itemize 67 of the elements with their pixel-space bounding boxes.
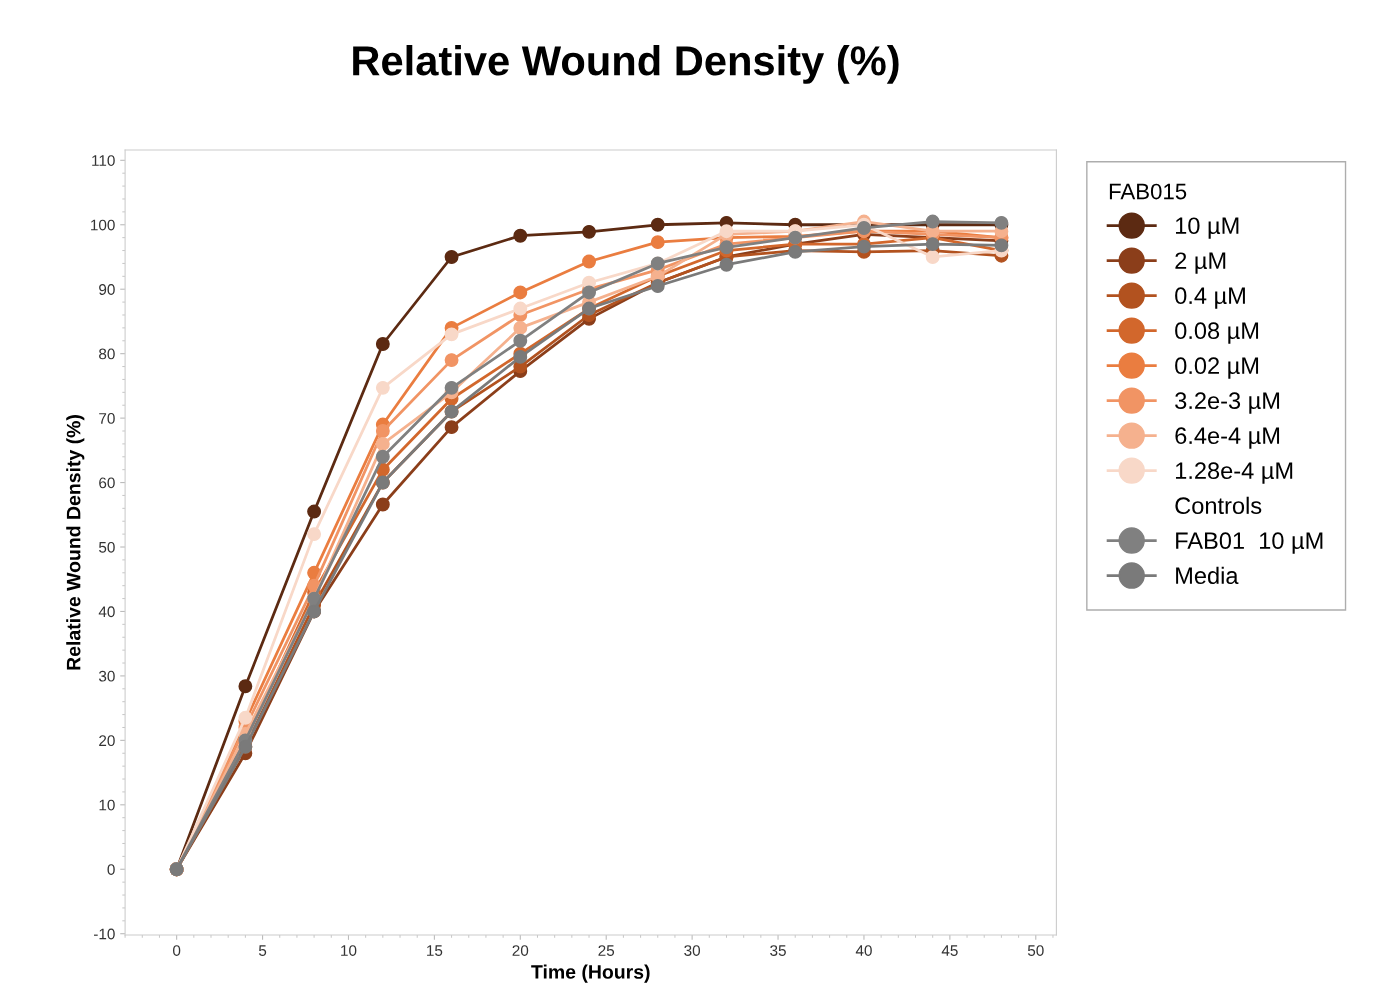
- point: [444, 353, 459, 368]
- point: [375, 380, 390, 395]
- y-tick-label: 10: [99, 799, 115, 811]
- point: [513, 285, 528, 300]
- x-tick-label: 10: [341, 945, 357, 956]
- legend-label: 0.4 µM: [1175, 287, 1245, 309]
- point: [375, 337, 390, 351]
- point: [650, 217, 665, 232]
- chart-title: Relative Wound Density (%): [353, 45, 899, 84]
- legend-label: 2 µM: [1175, 252, 1226, 274]
- legend-label: 10 µM: [1175, 217, 1239, 239]
- legend-label: Media: [1176, 566, 1239, 585]
- point: [375, 497, 390, 512]
- y-tick-label: 70: [99, 412, 115, 424]
- point: [650, 279, 665, 293]
- x-tick-label: 0: [173, 945, 181, 956]
- x-tick-label: 35: [770, 945, 786, 956]
- point: [444, 380, 459, 395]
- point: [444, 327, 459, 342]
- point: [444, 250, 459, 264]
- point: [513, 301, 528, 316]
- point: [719, 257, 734, 272]
- y-tick-label: 60: [99, 477, 115, 489]
- point: [238, 710, 253, 725]
- x-axis-title: Time (Hours): [531, 964, 650, 983]
- legend-label: 0.02 µM: [1175, 357, 1259, 379]
- x-tick-label: 5: [258, 945, 267, 956]
- point: [513, 320, 528, 335]
- point: [925, 250, 940, 264]
- point: [307, 527, 322, 542]
- x-tick-label: 15: [427, 945, 443, 956]
- y-tick-label: 20: [99, 735, 115, 747]
- point: [444, 420, 459, 435]
- y-tick-label: 90: [99, 284, 115, 295]
- point: [375, 436, 390, 451]
- point: [375, 424, 390, 438]
- legend-label: 6.4e-4 µM: [1175, 427, 1280, 449]
- legend-label: 3.2e-3 µM: [1175, 392, 1280, 414]
- x-tick-label: 30: [684, 945, 701, 956]
- point: [994, 238, 1009, 253]
- y-tick-label: 40: [98, 606, 115, 618]
- y-tick-label: 110: [92, 155, 115, 166]
- legend-label: 0.08 µM: [1175, 322, 1259, 344]
- text: Controls: [1175, 496, 1262, 515]
- legend-label: FAB01 10 µM: [1176, 532, 1323, 554]
- point: [582, 224, 596, 239]
- point: [307, 504, 322, 519]
- x-tick-label: 40: [855, 945, 872, 956]
- point: [375, 449, 390, 464]
- y-tick-label: 50: [99, 541, 115, 553]
- point: [513, 228, 528, 243]
- y-tick-label: 100: [91, 219, 115, 231]
- point: [650, 235, 665, 250]
- y-tick-label: -10: [93, 928, 115, 940]
- point: [513, 333, 528, 348]
- legend-label: 1.28e-4 µM: [1175, 462, 1293, 484]
- x-tick-label: 50: [1027, 945, 1044, 956]
- y-tick-label: 30: [98, 670, 115, 682]
- x-tick-label: 20: [512, 945, 529, 956]
- legend-title: FAB015: [1109, 183, 1187, 200]
- y-tick-label: 0: [107, 864, 115, 875]
- y-axis-title: Relative Wound Density (%): [66, 415, 85, 670]
- point: [238, 679, 253, 694]
- x-tick-label: 25: [598, 945, 615, 956]
- point: [582, 254, 596, 269]
- x-tick-label: 45: [941, 945, 958, 956]
- y-tick-label: 80: [99, 348, 115, 360]
